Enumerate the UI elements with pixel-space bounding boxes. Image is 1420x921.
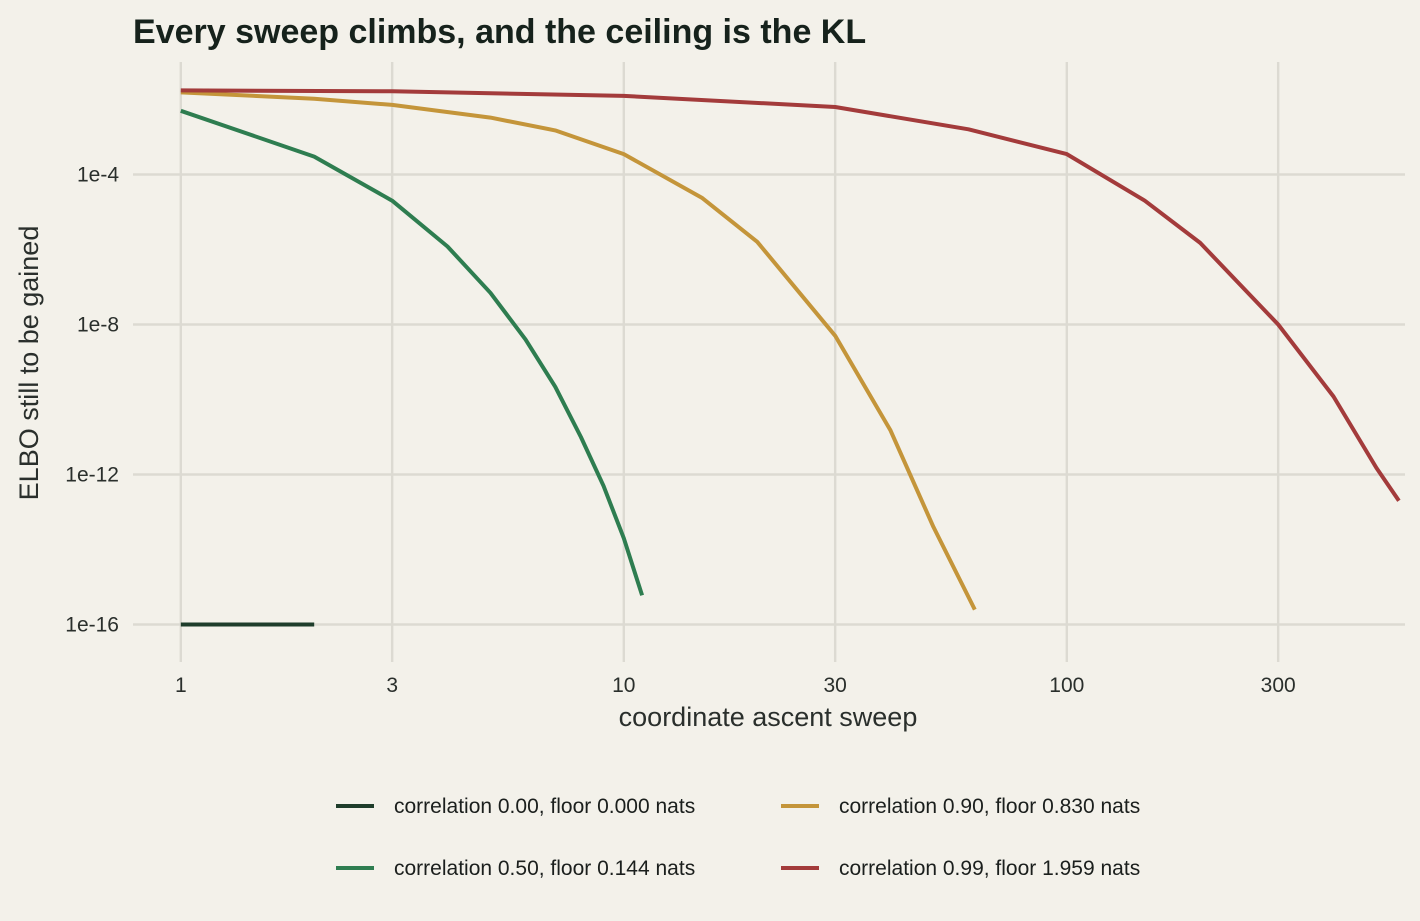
legend: correlation 0.00, floor 0.000 nats correl…: [336, 795, 1140, 880]
grid: [133, 62, 1405, 662]
y-tick-label: 1e-16: [65, 614, 119, 637]
x-tick-label: 100: [1049, 674, 1084, 697]
x-tick-label: 10: [612, 674, 635, 697]
x-tick-label: 300: [1261, 674, 1296, 697]
legend-label: correlation 0.50, floor 0.144 nats: [394, 857, 695, 880]
x-tick-label: 1: [175, 674, 187, 697]
y-tick-label: 1e-12: [65, 464, 119, 487]
x-tick-label: 3: [386, 674, 398, 697]
legend-label: correlation 0.90, floor 0.830 nats: [839, 795, 1140, 818]
series-line-3: [180, 88, 1401, 502]
y-axis-ticks: 1e-4 1e-8 1e-12 1e-16: [65, 164, 119, 637]
legend-label: correlation 0.00, floor 0.000 nats: [394, 795, 695, 818]
legend-label: correlation 0.99, floor 1.959 nats: [839, 857, 1140, 880]
x-axis-title: coordinate ascent sweep: [619, 702, 918, 732]
chart-title: Every sweep climbs, and the ceiling is t…: [133, 13, 866, 51]
series-line-1: [180, 108, 645, 596]
y-tick-label: 1e-4: [77, 164, 119, 187]
x-axis-ticks: 1 3 10 30 100 300: [175, 674, 1296, 697]
series-layer: [180, 88, 1401, 627]
y-axis-title: ELBO still to be gained: [14, 226, 44, 501]
x-tick-label: 30: [823, 674, 846, 697]
series-line-2: [180, 90, 977, 611]
y-tick-label: 1e-8: [77, 314, 119, 337]
